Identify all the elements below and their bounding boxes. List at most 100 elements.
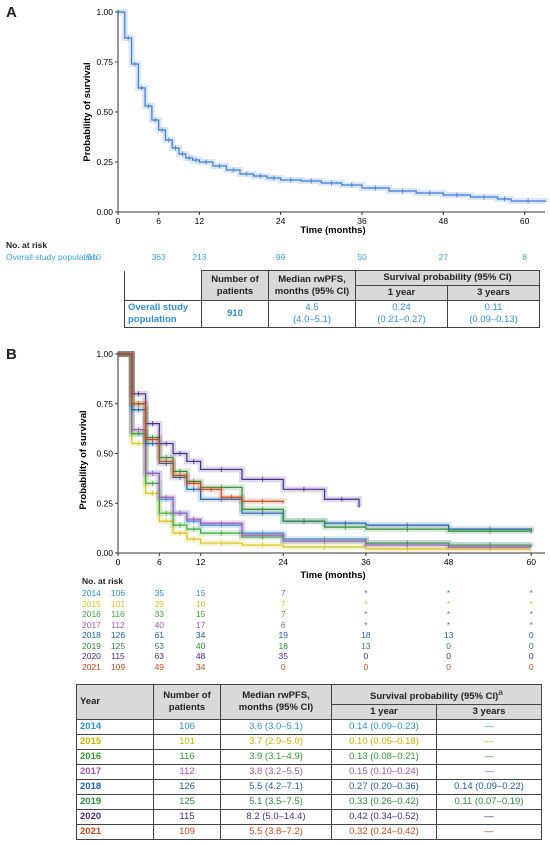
cell-median: 8.2 (5.0–14.4): [220, 809, 332, 826]
risk-value: 125: [110, 640, 126, 651]
x-tick-label: 0: [116, 557, 121, 567]
header-survival: Survival probability (95% CI)a: [331, 683, 542, 706]
risk-value: *: [446, 619, 451, 630]
cell-y3: —: [436, 749, 542, 766]
row-median: 4.5 (4.0–5.1): [268, 300, 356, 328]
km-curve-2019-ci-band: [118, 351, 535, 535]
risk-value: 0: [446, 661, 451, 672]
cell-y1: 0.42 (0.34–0.52): [331, 809, 437, 826]
risk-value: 910: [86, 252, 102, 262]
header-3-years: 3 years: [436, 704, 542, 721]
y-tick-label: 0.00: [96, 207, 113, 217]
risk-value: 13: [361, 640, 371, 651]
median-ci: (4.0–5.1): [292, 314, 332, 325]
risk-value: 13: [443, 630, 454, 640]
panel-a-chart: 0.00 0.25 0.50 0.75 1.00 0 6 12 24 36 48 60 Probabi…: [82, 7, 548, 236]
row-3-years: 0.11 (0.09–0.13): [446, 300, 541, 328]
risk-value: 10: [195, 598, 206, 609]
median-value: 4.5: [305, 302, 319, 313]
risk-value: 17: [195, 619, 206, 630]
cell-y1: 0.14 (0.09–0.23): [331, 719, 437, 736]
risk-value: *: [364, 588, 368, 598]
header-1-year: 1 year: [331, 704, 437, 721]
y-tick-label: 1.00: [96, 349, 113, 359]
risk-value: 99: [275, 252, 286, 262]
y-tick-label: 1.00: [96, 7, 113, 17]
risk-value: 116: [111, 609, 125, 619]
row-name: Overall study population: [124, 300, 202, 328]
cell-patients: 125: [153, 794, 221, 811]
km-curve-2021: [118, 353, 284, 504]
cell-year: 2014: [76, 719, 154, 736]
risk-value: 0: [280, 661, 286, 672]
risk-value: *: [529, 619, 533, 630]
risk-value: 7: [280, 588, 286, 598]
panel-a-risk-title: No. at risk: [6, 240, 48, 250]
x-tick-label: 60: [526, 557, 536, 567]
panel-b-xlabel: Time (months): [300, 570, 365, 581]
cell-year: 2019: [76, 794, 154, 811]
risk-value: *: [529, 588, 533, 598]
km-curve: [118, 11, 546, 202]
risk-value: 0: [446, 640, 451, 651]
km-curve-2016: [118, 353, 532, 546]
panel-b-risk-table: 2014 106 35 15 7 * * * 2015 101 29 10 7 * * * 2016 116 33 1…: [0, 588, 550, 678]
header-median: Median rwPFS, months (95% CI): [268, 270, 356, 301]
x-tick-label: 60: [520, 216, 530, 226]
risk-row-label: Overall study population: [6, 252, 98, 262]
cell-y1: 0.32 (0.24–0.42): [331, 824, 437, 841]
header-patients: Number of patients: [153, 683, 221, 721]
risk-value: *: [446, 598, 451, 609]
risk-value: 0: [528, 640, 534, 651]
cell-y1: 0.10 (0.05–0.18): [331, 734, 437, 751]
risk-value: 0: [528, 651, 534, 661]
cell-patients: 109: [153, 824, 221, 841]
x-tick-label: 12: [196, 557, 206, 567]
y-tick-label: 0.75: [96, 57, 113, 67]
panel-b-chart: 0.00 0.25 0.50 0.75 1.00 0 6 12 24 36 48 60 Probabi…: [78, 349, 545, 581]
header-survival-text: Survival probability (95% CI): [369, 691, 499, 703]
cell-year: 2020: [76, 809, 154, 826]
row-patients: 910: [201, 300, 269, 328]
risk-value: *: [529, 609, 533, 619]
x-tick-label: 36: [361, 557, 371, 567]
header-survival-footnote: a: [498, 687, 504, 697]
cell-median: 5.5 (3.8–7.2): [220, 824, 332, 841]
risk-value: 35: [154, 588, 165, 598]
risk-row-label-2020: 2020: [82, 651, 101, 661]
cell-patients: 126: [153, 779, 221, 796]
risk-value: 40: [154, 619, 165, 630]
risk-value: 7: [280, 609, 286, 619]
panel-a-risk-table: Overall study population 910 363 213 99 50 27 8: [0, 252, 550, 266]
risk-value: 363: [151, 252, 166, 262]
table-row: 2021 109 5.5 (3.8–7.2) 0.32 (0.24–0.42) —: [76, 824, 542, 841]
risk-value: *: [364, 619, 368, 630]
risk-value: 48: [195, 651, 206, 661]
x-tick-label: 48: [439, 216, 449, 226]
risk-value: 0: [446, 651, 451, 661]
cell-median: 3.6 (3.0–5.1): [220, 719, 332, 736]
y-tick-label: 0.25: [96, 498, 113, 508]
risk-value: 18: [278, 640, 289, 651]
cell-year: 2018: [76, 779, 154, 796]
risk-value: 0: [528, 630, 534, 640]
risk-row-label-2018: 2018: [82, 630, 101, 640]
risk-value: 106: [110, 588, 126, 598]
x-tick-label: 12: [195, 216, 205, 226]
table-corner: [124, 270, 202, 301]
cell-y3: —: [436, 764, 542, 781]
risk-row-label-2015: 2015: [82, 598, 101, 609]
cell-patients: 116: [153, 749, 221, 766]
cell-year: 2017: [76, 764, 154, 781]
table-row: 2019 125 5.1 (3.5–7.5) 0.33 (0.26–0.42) 0.11…: [76, 794, 542, 811]
risk-value: 19: [278, 630, 289, 640]
cell-median: 5.1 (3.5–7.5): [220, 794, 332, 811]
panel-a-stats-table: Number of patients Median rwPFS, months …: [124, 270, 541, 328]
risk-value: 101: [110, 598, 126, 609]
panel-a-ylabel: Probability of survival: [82, 62, 93, 161]
risk-value: 109: [110, 661, 126, 672]
cell-year: 2015: [76, 734, 154, 751]
table-row: 2020 115 8.2 (5.0–14.4) 0.42 (0.34–0.52) —: [76, 809, 542, 826]
cell-y3: 0.11 (0.07–0.19): [436, 794, 542, 811]
cell-y3: —: [436, 719, 542, 736]
